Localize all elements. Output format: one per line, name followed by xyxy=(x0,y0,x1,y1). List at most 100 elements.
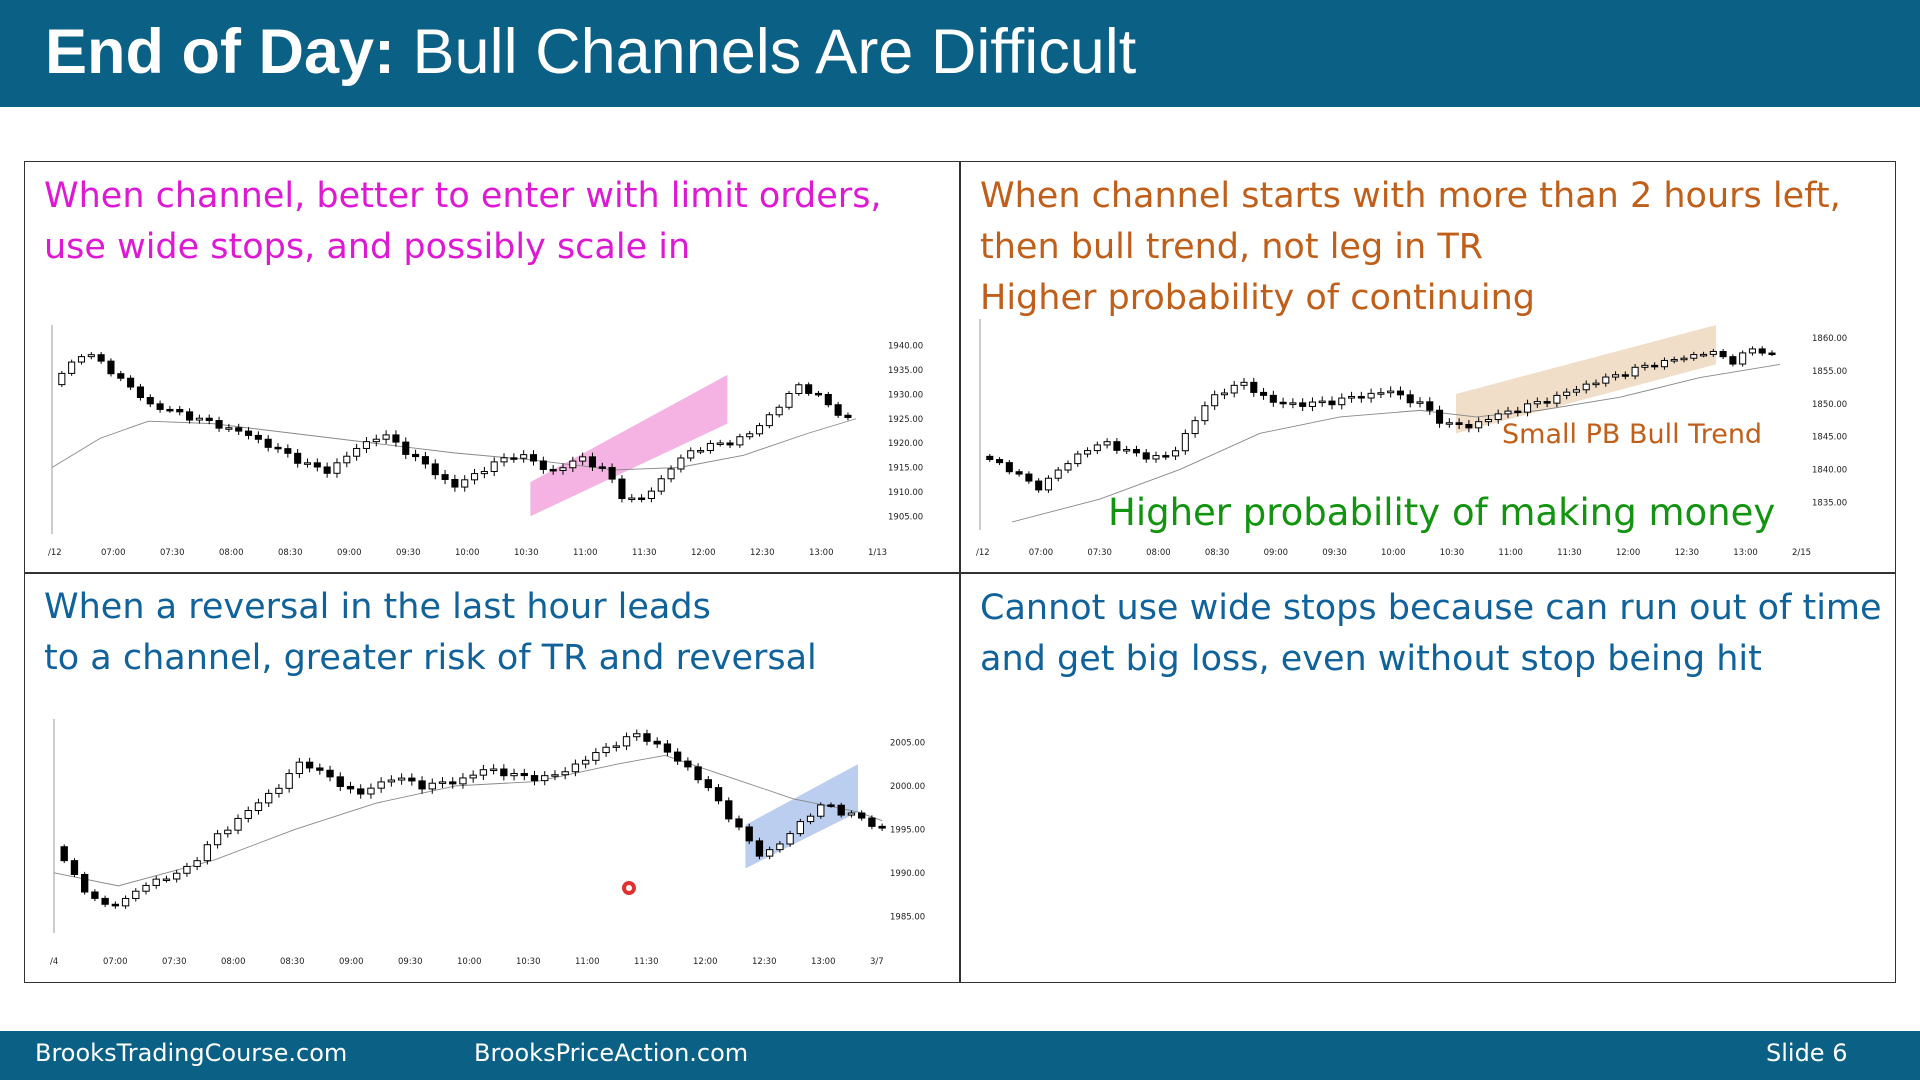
candle-body xyxy=(814,392,823,396)
candle-body xyxy=(362,441,370,449)
candle-body xyxy=(694,766,702,781)
candle-body xyxy=(581,759,590,765)
candle-body xyxy=(643,733,651,742)
candle-body xyxy=(746,433,754,438)
y-tick-label: 1910.00 xyxy=(888,488,923,498)
candle-body xyxy=(87,354,95,358)
candle-body xyxy=(461,479,469,488)
y-tick-label: 1850.00 xyxy=(1812,400,1847,410)
candle-body xyxy=(274,446,282,450)
x-tick-label: 09:00 xyxy=(339,957,364,967)
chart-top-left: 1940.00 1935.00 1930.00 1925.00 1920.00 1915.… xyxy=(48,325,923,558)
panel-line: to a channel, greater risk of TR and rev… xyxy=(44,638,817,678)
candle-body xyxy=(479,769,488,776)
x-tick-label: /12 xyxy=(48,548,62,558)
candle-body xyxy=(313,462,321,468)
candle-body xyxy=(510,457,518,460)
panel-line: and get big loss, even without stop bein… xyxy=(980,639,1762,679)
y-tick-label: 1915.00 xyxy=(888,464,923,474)
candle-body xyxy=(1592,382,1600,386)
candle-body xyxy=(336,776,344,787)
x-tick-label: 11:00 xyxy=(575,957,600,967)
candle-body xyxy=(285,773,293,789)
candle-body xyxy=(1025,473,1033,482)
candle-body xyxy=(305,761,314,769)
panel-line: When channel starts with more than 2 hou… xyxy=(980,176,1841,216)
candle-body xyxy=(107,360,115,375)
candle-body xyxy=(490,461,498,473)
candle-body xyxy=(1719,350,1727,358)
candle-body xyxy=(1084,450,1092,455)
candle-body xyxy=(687,450,695,459)
candle-body xyxy=(1524,403,1532,413)
moving-average-line xyxy=(51,418,857,471)
candle-body xyxy=(1768,352,1776,356)
candle-body xyxy=(346,785,355,790)
panel-top-left-text: When channel, better to enter with limit… xyxy=(44,171,882,273)
candle-body xyxy=(817,804,825,817)
candle-body xyxy=(561,771,569,776)
candle-body xyxy=(326,769,334,778)
chart-top-right: 1860.00 1855.00 1850.00 1845.00 1840.00 1835.… xyxy=(976,319,1847,558)
x-tick-label: 12:00 xyxy=(691,548,716,558)
candle-body xyxy=(673,751,682,762)
candle-body xyxy=(1748,348,1756,354)
candle-body xyxy=(622,736,631,747)
candle-body xyxy=(638,497,646,501)
candle-body xyxy=(796,821,804,835)
x-tick-label: 09:00 xyxy=(1264,548,1289,558)
candle-body xyxy=(667,468,675,480)
candle-body xyxy=(765,849,774,857)
candle-body xyxy=(834,404,842,416)
trend-channel xyxy=(530,374,728,517)
y-tick-label: 1860.00 xyxy=(1812,334,1847,344)
candle-body xyxy=(827,804,835,807)
candle-body xyxy=(1436,409,1444,424)
x-tick-label: 08:30 xyxy=(280,957,305,967)
candle-body xyxy=(1641,364,1649,368)
candle-body xyxy=(1308,401,1316,407)
candle-body xyxy=(602,746,610,754)
candle-body xyxy=(421,456,429,465)
candle-body xyxy=(1455,422,1463,425)
x-tick-label: 07:30 xyxy=(160,548,185,558)
panel-line: Higher probability of continuing xyxy=(980,278,1535,318)
candle-body xyxy=(1758,348,1766,354)
candle-body xyxy=(1357,396,1365,399)
footer-left-link[interactable]: BrooksTradingCourse.com xyxy=(35,1039,348,1067)
candle-body xyxy=(1367,392,1375,399)
x-tick-label: 07:00 xyxy=(1029,548,1054,558)
candle-body xyxy=(459,777,467,785)
footer-center-link[interactable]: BrooksPriceAction.com xyxy=(474,1039,749,1067)
candle-body xyxy=(653,740,661,745)
candle-body xyxy=(176,408,184,413)
candle-body xyxy=(1269,394,1277,403)
candle-body xyxy=(1612,374,1620,378)
candle-body xyxy=(60,846,68,862)
moving-average-line xyxy=(1011,363,1781,523)
candle-body xyxy=(438,781,447,784)
candle-body xyxy=(714,787,723,802)
chart-bottom-left: 2005.00 2000.00 1995.00 1990.00 1985.00/4 07:… xyxy=(50,719,925,967)
x-tick-label: 10:00 xyxy=(455,548,480,558)
candle-body xyxy=(353,447,361,457)
candle-body xyxy=(418,780,426,790)
candle-body xyxy=(1230,384,1238,394)
candle-body xyxy=(1064,463,1072,471)
candle-body xyxy=(1621,374,1629,377)
candle-body xyxy=(510,772,518,777)
panel-line: Cannot use wide stops because can run ou… xyxy=(980,588,1882,628)
candle-body xyxy=(1299,402,1307,407)
panel-line: then bull trend, not leg in TR xyxy=(980,227,1484,267)
y-tick-label: 1985.00 xyxy=(890,912,925,922)
candle-body xyxy=(1201,405,1209,422)
x-tick-label: 12:30 xyxy=(1675,548,1700,558)
candle-body xyxy=(117,373,125,379)
x-tick-label: /4 xyxy=(50,957,58,967)
candle-body xyxy=(234,817,242,831)
x-tick-label: 12:00 xyxy=(1616,548,1641,558)
candle-body xyxy=(402,441,410,455)
candle-body xyxy=(530,775,539,782)
candle-body xyxy=(186,411,194,421)
candle-body xyxy=(1054,469,1062,479)
